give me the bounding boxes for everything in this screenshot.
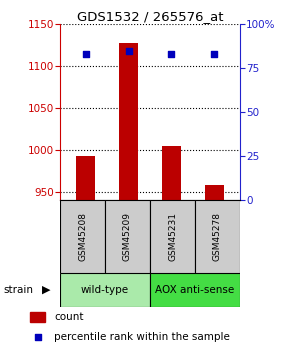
Bar [205,185,224,200]
Bar [119,42,138,200]
Text: GSM45231: GSM45231 [168,212,177,261]
Bar [150,200,195,273]
Bar [105,200,150,273]
Title: GDS1532 / 265576_at: GDS1532 / 265576_at [77,10,223,23]
Text: AOX anti-sense: AOX anti-sense [155,285,235,295]
Bar [195,200,240,273]
Point [126,48,131,53]
Point [212,51,217,57]
Text: GSM45278: GSM45278 [213,212,222,261]
Point [35,334,40,339]
Bar [150,273,240,307]
Text: GSM45209: GSM45209 [123,212,132,261]
Bar [162,147,181,200]
Point [169,51,174,57]
Text: wild-type: wild-type [81,285,129,295]
Bar [76,156,95,200]
Bar [30,312,45,322]
Text: percentile rank within the sample: percentile rank within the sample [54,332,230,342]
Point [83,51,88,57]
Bar [60,200,105,273]
Text: count: count [54,312,83,322]
Bar [60,273,150,307]
Text: GSM45208: GSM45208 [78,212,87,261]
Text: strain: strain [3,285,33,295]
Text: ▶: ▶ [42,285,51,295]
